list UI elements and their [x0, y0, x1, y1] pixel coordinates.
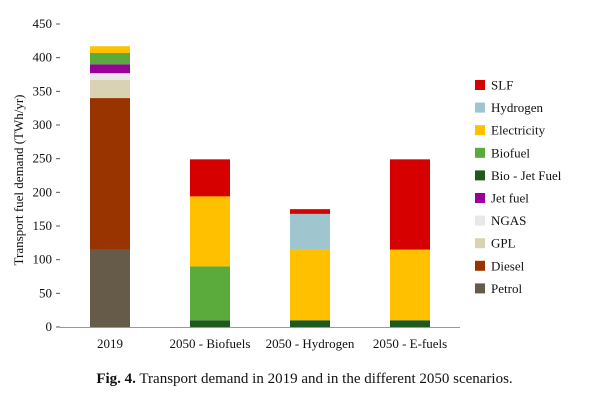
legend: SLF Hydrogen Electricity Biofuel Bio - Jet F…	[475, 78, 562, 296]
legend-swatch	[475, 283, 485, 294]
legend-swatch	[475, 260, 485, 271]
bar-segment-jet-fuel	[90, 64, 130, 74]
caption-label: Fig. 4.	[96, 371, 136, 387]
legend-swatch	[475, 147, 485, 158]
bar-segment-ngas	[90, 73, 130, 80]
bar-segment-electricity	[390, 249, 430, 321]
x-tick-label: 2050 - E-fuels	[373, 336, 447, 351]
legend-label: Jet fuel	[491, 191, 529, 206]
legend-label: SLF	[491, 78, 513, 93]
bars-group	[90, 46, 430, 327]
x-tick-label: 2019	[97, 336, 123, 351]
caption-text: Transport demand in 2019 and in the diff…	[139, 371, 513, 387]
figure-caption: Fig. 4. Transport demand in 2019 and in …	[0, 371, 609, 388]
bar-segment-bio-jet-fuel	[390, 320, 430, 327]
y-tick-label: 450	[33, 16, 53, 31]
bar-segment-diesel	[90, 98, 130, 250]
bar-segment-electricity	[90, 46, 130, 53]
y-tick-label: 100	[33, 252, 53, 267]
y-axis-label: Transport fuel demand (TWh/yr)	[11, 94, 26, 265]
legend-label: Bio - Jet Fuel	[491, 168, 562, 183]
bar-segment-hydrogen	[290, 213, 330, 250]
y-tick-label: 200	[33, 184, 53, 199]
legend-swatch	[475, 80, 485, 90]
y-tick-label: 300	[33, 117, 53, 132]
bar-segment-biofuel	[90, 52, 130, 65]
bar-segment-slf	[290, 209, 330, 214]
legend-label: Biofuel	[491, 145, 530, 160]
legend-label: Diesel	[491, 258, 525, 273]
legend-label: Petrol	[491, 281, 522, 296]
x-axis: 2019 2050 - Biofuels 2050 - Hydrogen 2050 -…	[60, 327, 460, 351]
legend-swatch	[475, 193, 485, 203]
bar-segment-bio-jet-fuel	[290, 320, 330, 327]
legend-swatch	[475, 170, 485, 181]
stacked-bar-chart: Transport fuel demand (TWh/yr) 0 50 100 150…	[11, 16, 562, 351]
bar-segment-petrol	[90, 249, 130, 327]
legend-swatch	[475, 102, 485, 113]
x-tick-label: 2050 - Hydrogen	[266, 336, 355, 351]
bar-segment-bio-jet-fuel	[190, 320, 230, 327]
legend-swatch	[475, 215, 485, 226]
bar-segment-gpl	[90, 79, 130, 99]
legend-label: Electricity	[491, 123, 546, 138]
bar-segment-electricity	[290, 249, 330, 321]
bar-segment-electricity	[190, 196, 230, 267]
legend-swatch	[475, 238, 485, 249]
y-tick-label: 50	[39, 285, 52, 300]
y-tick-label: 350	[33, 83, 53, 98]
y-axis: 0 50 100 150 200 250 300 350 400 450	[33, 16, 60, 334]
legend-label: Hydrogen	[491, 100, 543, 115]
y-tick-label: 400	[33, 50, 53, 65]
bar-segment-slf	[190, 159, 230, 197]
y-tick-label: 150	[33, 218, 53, 233]
bar-segment-biofuel	[190, 266, 230, 321]
y-tick-label: 250	[33, 151, 53, 166]
bar-segment-slf	[390, 159, 430, 250]
legend-label: NGAS	[491, 213, 526, 228]
y-tick-label: 0	[46, 319, 53, 334]
legend-label: GPL	[491, 236, 516, 251]
x-tick-label: 2050 - Biofuels	[170, 336, 251, 351]
legend-swatch	[475, 125, 485, 136]
